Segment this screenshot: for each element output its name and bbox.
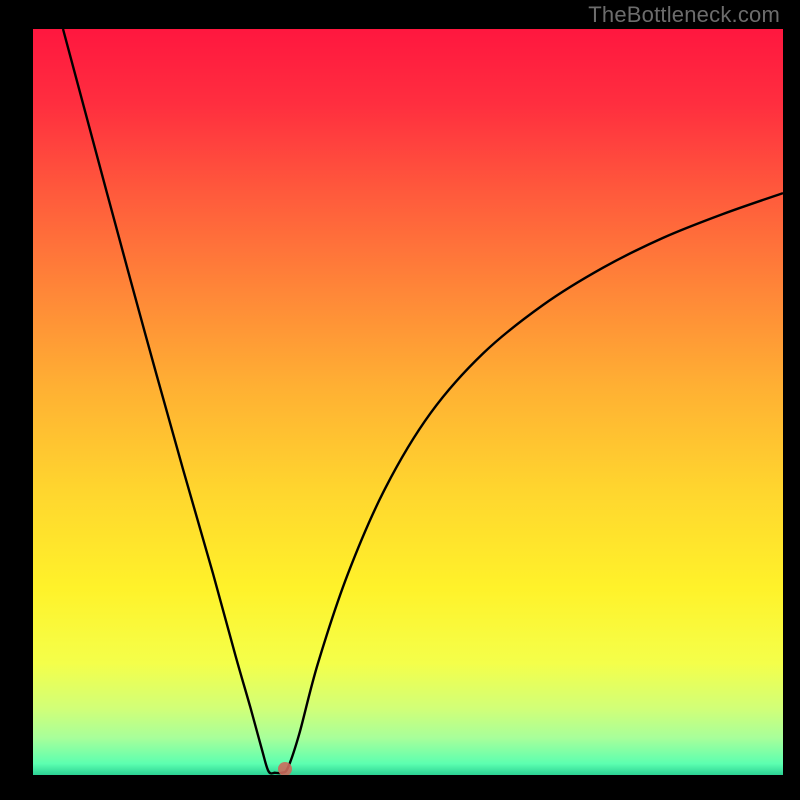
curve-svg <box>33 29 783 775</box>
watermark-text: TheBottleneck.com <box>588 2 780 28</box>
bottleneck-curve <box>63 29 783 773</box>
minimum-marker <box>278 762 292 775</box>
plot-area <box>33 29 783 775</box>
